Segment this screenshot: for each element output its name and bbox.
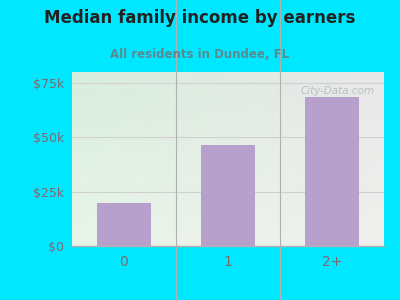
Bar bbox=[305, 97, 359, 246]
Text: City-Data.com: City-Data.com bbox=[300, 86, 375, 96]
Text: Median family income by earners: Median family income by earners bbox=[44, 9, 356, 27]
Text: All residents in Dundee, FL: All residents in Dundee, FL bbox=[110, 48, 290, 61]
Bar bbox=[97, 202, 151, 246]
Bar bbox=[201, 145, 255, 246]
